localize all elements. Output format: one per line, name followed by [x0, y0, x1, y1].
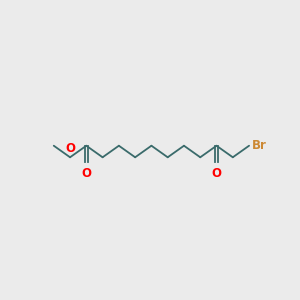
Text: Br: Br — [252, 139, 267, 152]
Text: O: O — [65, 142, 75, 155]
Text: O: O — [212, 167, 221, 180]
Text: O: O — [81, 167, 91, 180]
